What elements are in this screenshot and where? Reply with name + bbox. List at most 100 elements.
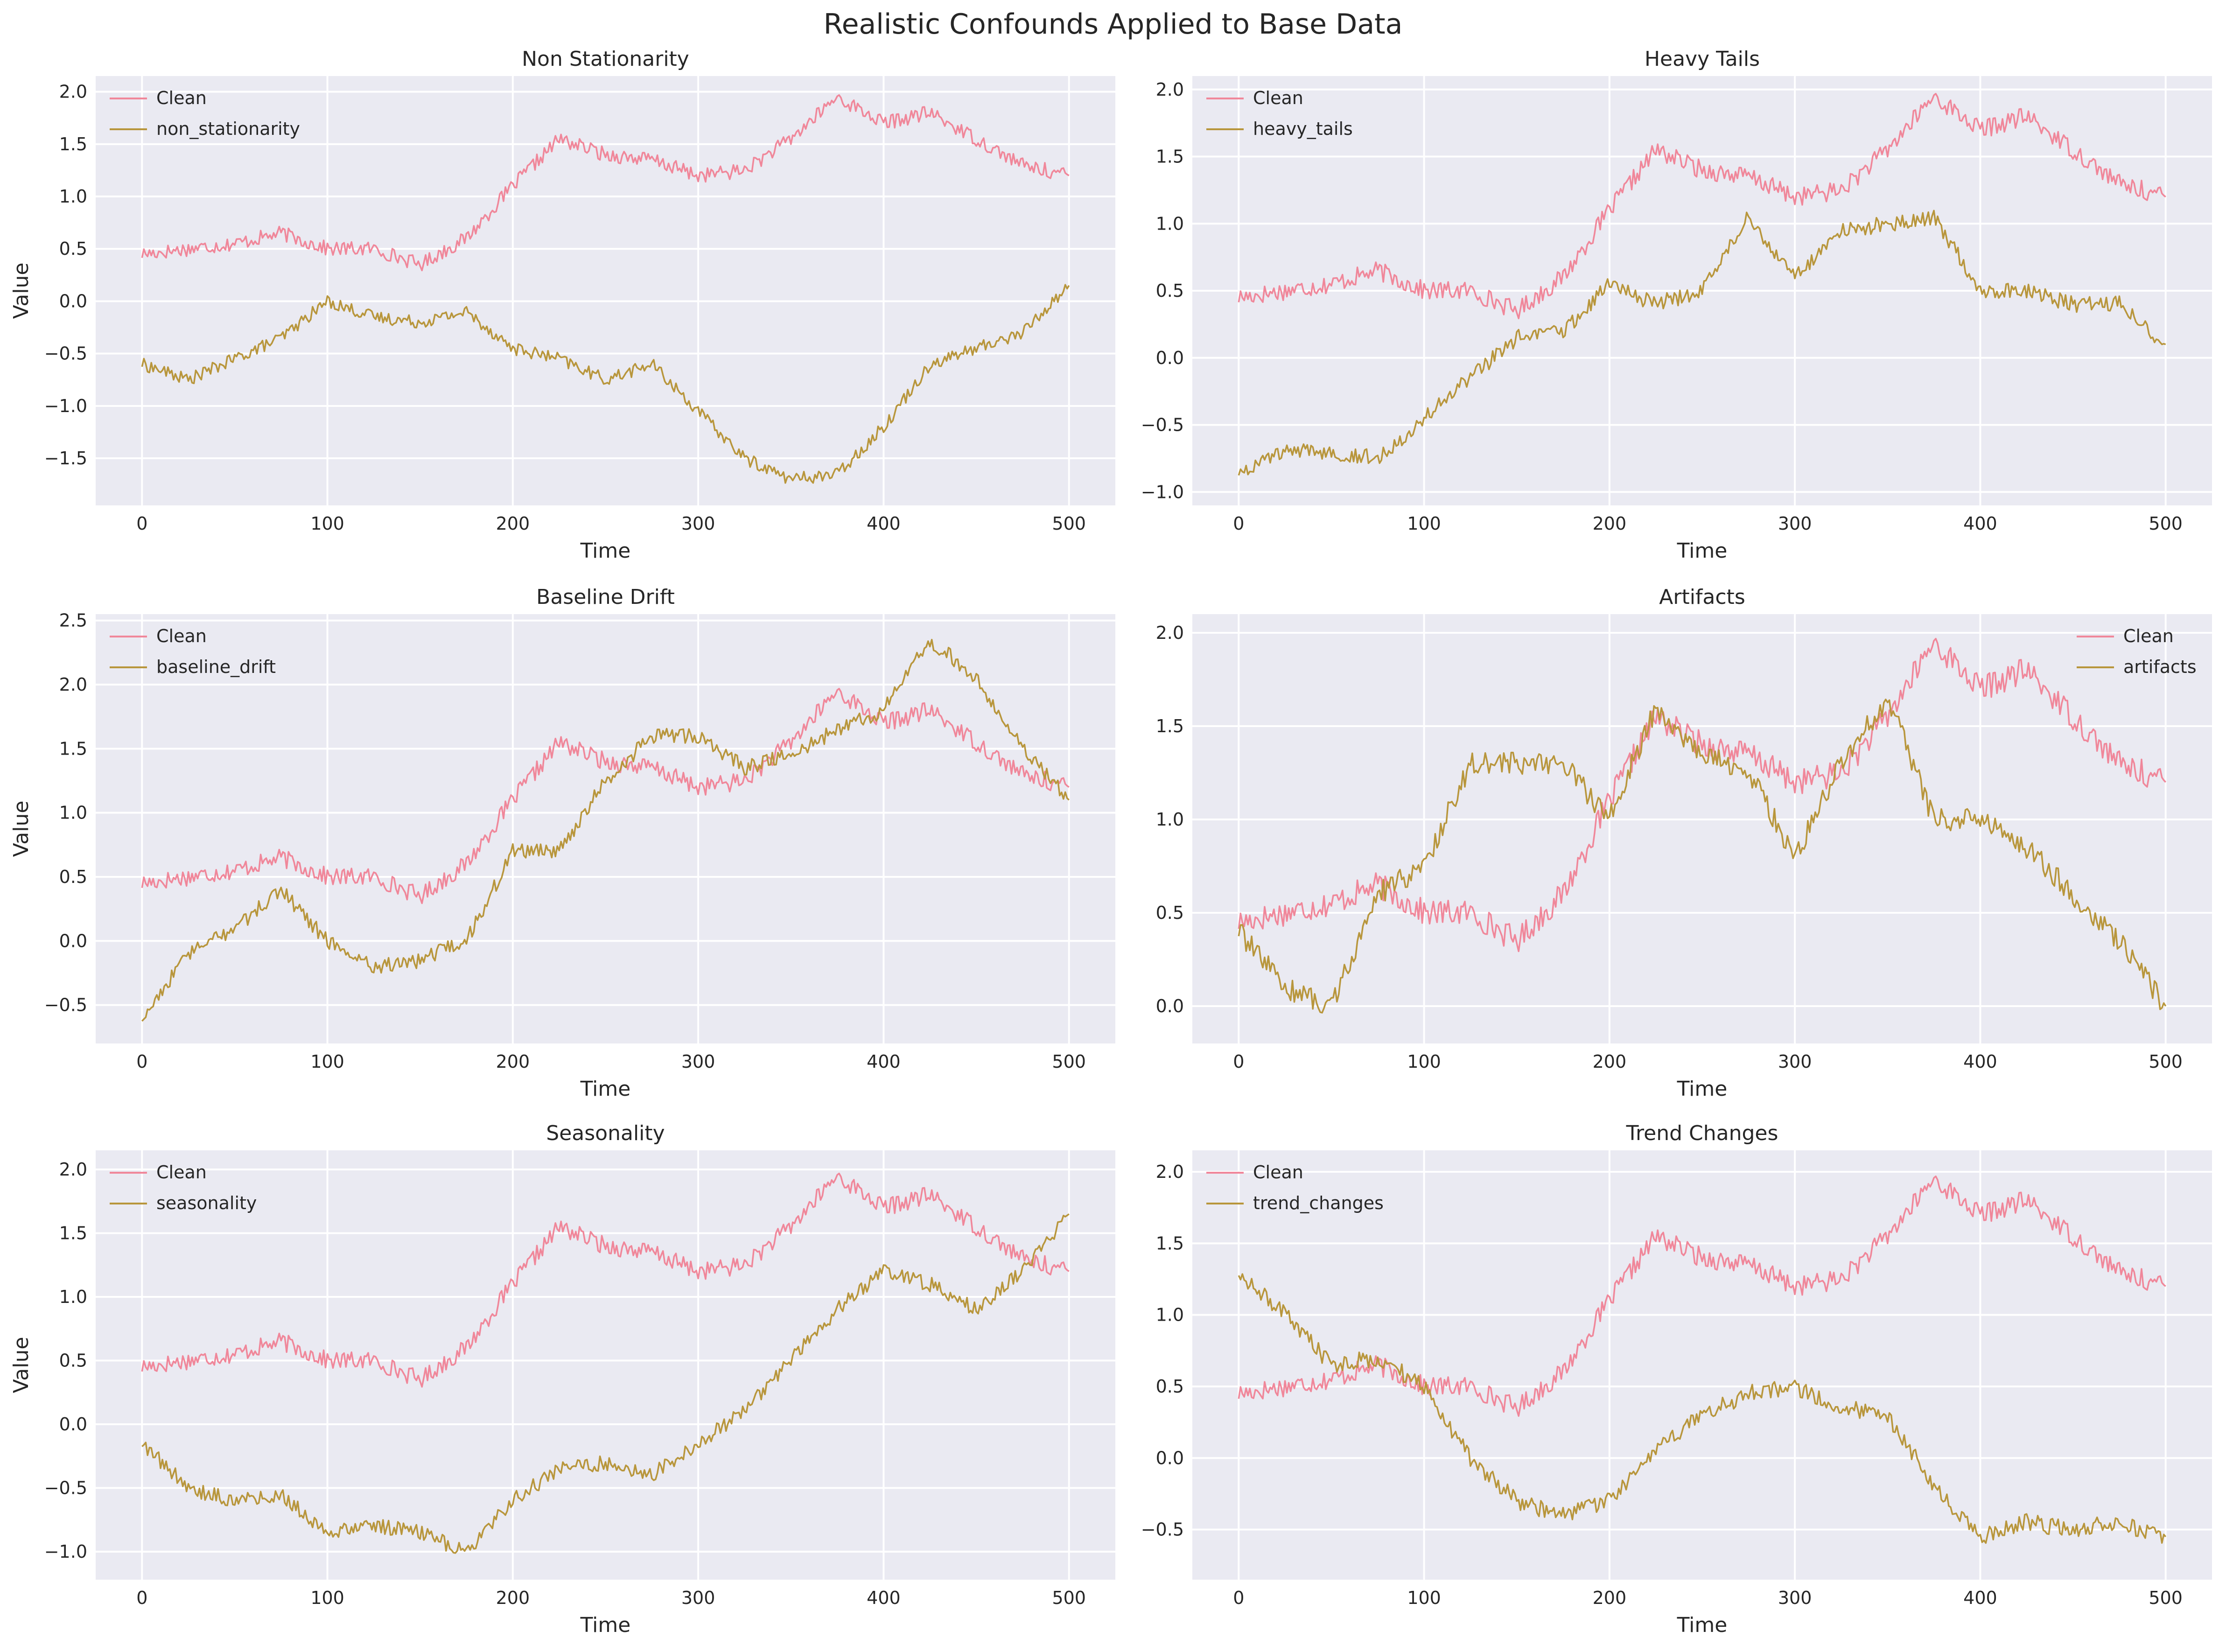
plot-area xyxy=(96,76,1115,505)
x-tick-label: 300 xyxy=(1778,513,1812,534)
legend-label: Clean xyxy=(1253,1162,1303,1183)
y-tick-label: 1.5 xyxy=(59,738,87,759)
legend-label: Clean xyxy=(1253,88,1303,108)
y-tick-label: 2.0 xyxy=(1156,1162,1184,1182)
subplot-title: Seasonality xyxy=(546,1121,665,1145)
y-tick-label: 1.5 xyxy=(1156,716,1184,736)
series-group xyxy=(1238,93,2166,476)
y-tick-label: 0.5 xyxy=(59,1350,87,1371)
x-tick-label: 200 xyxy=(1593,513,1627,534)
y-tick-label: 0.0 xyxy=(59,931,87,951)
y-tick-label: 1.5 xyxy=(59,134,87,154)
series-line-Clean xyxy=(1238,93,2166,320)
series-group xyxy=(1238,1175,2167,1544)
legend-label: non_stationarity xyxy=(156,119,300,139)
x-tick-label: 300 xyxy=(1778,1051,1812,1072)
y-tick-label: 1.0 xyxy=(1156,1305,1184,1325)
x-tick-label: 0 xyxy=(136,1051,147,1072)
subplot-title: Baseline Drift xyxy=(536,585,675,609)
y-tick-label: 0.0 xyxy=(1156,348,1184,368)
x-axis-label: Time xyxy=(580,539,631,563)
x-tick-label: 0 xyxy=(136,513,147,534)
x-tick-label: 400 xyxy=(867,1051,901,1072)
y-tick-label: −0.5 xyxy=(44,1477,87,1498)
legend: Clean baseline_drift xyxy=(110,626,276,677)
legend: Clean heavy_tails xyxy=(1206,88,1353,139)
y-tick-label: −0.5 xyxy=(1141,1519,1184,1540)
x-tick-label: 200 xyxy=(1593,1588,1627,1608)
series-line-artifacts xyxy=(1238,699,2167,1014)
plot-area xyxy=(96,614,1115,1043)
y-tick-label: 0.5 xyxy=(59,238,87,259)
legend-label: Clean xyxy=(156,88,207,108)
x-tick-label: 0 xyxy=(1233,1051,1244,1072)
y-axis-label: Value xyxy=(9,263,33,319)
y-tick-label: 1.0 xyxy=(59,1287,87,1307)
y-tick-label: 2.0 xyxy=(1156,623,1184,643)
x-tick-label: 400 xyxy=(1963,1051,1997,1072)
subplot-title: Heavy Tails xyxy=(1645,47,1760,71)
subplot-title: Non Stationarity xyxy=(522,47,689,71)
y-tick-label: 0.5 xyxy=(1156,1376,1184,1397)
x-tick-label: 100 xyxy=(310,513,344,534)
y-tick-label: 2.0 xyxy=(59,82,87,102)
series-group xyxy=(1238,637,2167,1014)
y-tick-label: 1.5 xyxy=(59,1223,87,1243)
x-axis-label: Time xyxy=(580,1613,631,1637)
x-tick-label: 300 xyxy=(681,1051,715,1072)
x-axis-label: Time xyxy=(1677,1613,1728,1637)
x-tick-label: 300 xyxy=(681,513,715,534)
y-tick-label: 1.0 xyxy=(59,186,87,207)
y-tick-label: 1.0 xyxy=(59,803,87,823)
plot-area xyxy=(96,1150,1115,1580)
series-group xyxy=(141,1172,1070,1554)
y-tick-label: 0.5 xyxy=(1156,903,1184,923)
x-tick-label: 100 xyxy=(1407,513,1441,534)
legend-label: trend_changes xyxy=(1253,1193,1384,1213)
legend-label: Clean xyxy=(2123,626,2174,646)
legend-label: Clean xyxy=(156,626,207,646)
subplot: 0 100 200 300 400 500 0.0 0.5 1.0 1.5 2.0 Artifacts… xyxy=(1156,585,2212,1101)
series-line-Clean xyxy=(141,1172,1070,1388)
subplot: 0 100 200 300 400 500 −1.5 −1.0 −0.5 0.0 0.5 1.0 1.5… xyxy=(9,47,1115,563)
x-tick-label: 200 xyxy=(496,1051,530,1072)
x-tick-label: 500 xyxy=(1052,1051,1086,1072)
x-tick-label: 200 xyxy=(1593,1051,1627,1072)
plot-area xyxy=(1192,614,2212,1043)
y-tick-label: 0.0 xyxy=(1156,1448,1184,1468)
subplot: 0 100 200 300 400 500 −0.5 0.0 0.5 1.0 1.5 2.0 2.5 Ba… xyxy=(9,585,1115,1101)
subplot: 0 100 200 300 400 500 −1.0 −0.5 0.0 0.5 1.0 1.5 2.0 S… xyxy=(9,1121,1115,1637)
series-line-trend_changes xyxy=(1238,1273,2167,1544)
series-line-baseline_drift xyxy=(141,638,1070,1022)
y-tick-label: 0.0 xyxy=(59,291,87,311)
series-group xyxy=(141,638,1070,1022)
subplot: 0 100 200 300 400 500 −1.0 −0.5 0.0 0.5 1.0 1.5 2.0 H… xyxy=(1141,47,2212,563)
y-axis-label: Value xyxy=(9,1337,33,1393)
series-group xyxy=(141,94,1070,484)
y-tick-label: 2.0 xyxy=(1156,79,1184,100)
x-tick-label: 100 xyxy=(1407,1588,1441,1608)
y-tick-label: 0.5 xyxy=(1156,280,1184,301)
y-tick-label: 1.0 xyxy=(1156,213,1184,234)
y-tick-label: 2.0 xyxy=(59,1159,87,1180)
x-tick-label: 0 xyxy=(1233,1588,1244,1608)
y-tick-label: 0.5 xyxy=(59,867,87,887)
y-tick-label: 2.5 xyxy=(59,610,87,631)
x-tick-label: 100 xyxy=(310,1588,344,1608)
x-tick-label: 200 xyxy=(496,1588,530,1608)
legend: Clean trend_changes xyxy=(1206,1162,1384,1213)
series-line-Clean xyxy=(1238,637,2166,952)
subplot: 0 100 200 300 400 500 −0.5 0.0 0.5 1.0 1.5 2.0 Trend… xyxy=(1141,1121,2212,1637)
series-line-Clean xyxy=(141,94,1070,272)
y-tick-label: −1.0 xyxy=(1141,482,1184,502)
x-tick-label: 0 xyxy=(1233,513,1244,534)
legend-label: heavy_tails xyxy=(1253,119,1353,139)
x-tick-label: 400 xyxy=(867,1588,901,1608)
y-tick-label: 0.0 xyxy=(1156,996,1184,1016)
x-tick-label: 500 xyxy=(2149,513,2183,534)
x-tick-label: 400 xyxy=(1963,513,1997,534)
y-tick-label: −1.5 xyxy=(44,448,87,469)
x-tick-label: 200 xyxy=(496,513,530,534)
subplot-title: Artifacts xyxy=(1659,585,1745,609)
